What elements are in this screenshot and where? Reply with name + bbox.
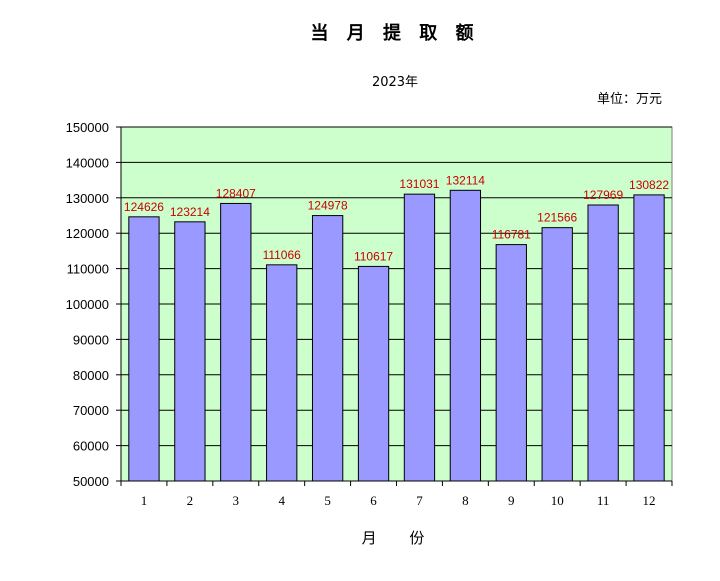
y-tick-label: 90000: [73, 332, 109, 347]
data-label: 130822: [629, 178, 669, 192]
x-tick-label: 3: [233, 493, 240, 508]
bar-month-11: [587, 204, 619, 482]
x-tick-label: 2: [187, 493, 194, 508]
y-axis: 50000 60000 70000 80000 90000 100000 110000 120…: [66, 120, 672, 489]
bar-month-2: [174, 221, 206, 482]
x-tick-label: 1: [141, 493, 148, 508]
x-tick-label: 5: [324, 493, 331, 508]
data-label: 127969: [583, 188, 623, 202]
gridlines: [121, 126, 672, 447]
data-label: 131031: [399, 177, 439, 191]
y-tick-label: 140000: [66, 155, 109, 170]
x-tick-label: 10: [551, 493, 564, 508]
bar-month-6: [357, 265, 390, 482]
x-axis-label: 月 份: [362, 529, 439, 547]
unit-label: 单位：万元: [597, 92, 662, 107]
x-tick-label: 12: [643, 493, 656, 508]
bar-month-5: [311, 215, 344, 482]
bar-month-3: [220, 202, 252, 482]
x-axis: 1 2 3 4 5 6 7 8 9 10 11 12: [120, 481, 673, 508]
y-tick-label: 100000: [66, 297, 109, 312]
x-tick-label: 9: [508, 493, 515, 508]
data-label: 124978: [308, 199, 348, 213]
y-tick-label: 50000: [73, 474, 109, 489]
y-tick-label: 80000: [73, 368, 109, 383]
bar-month-9: [495, 244, 527, 482]
bar-month-1: [128, 216, 160, 482]
bar-month-8: [449, 189, 482, 482]
data-label: 121566: [537, 211, 577, 225]
bar-month-7: [403, 193, 436, 482]
data-label: 110617: [354, 249, 393, 263]
bar-month-10: [541, 227, 573, 482]
y-tick-label: 130000: [66, 191, 109, 206]
x-tick-label: 7: [416, 493, 423, 508]
chart-title: 当 月 提 取 额: [310, 22, 479, 44]
data-label: 128407: [216, 186, 256, 200]
x-tick-label: 6: [370, 493, 377, 508]
data-label: 124626: [124, 200, 164, 214]
data-label: 123214: [170, 205, 210, 219]
chart-subtitle: 2023年: [372, 75, 418, 90]
y-tick-label: 120000: [66, 226, 109, 241]
bar-month-4: [266, 264, 298, 482]
y-tick-label: 60000: [73, 439, 109, 454]
x-tick-label: 4: [278, 493, 285, 508]
bar-month-12: [633, 194, 665, 482]
y-tick-label: 150000: [66, 120, 109, 135]
data-label: 116781: [492, 228, 531, 242]
data-label: 111066: [263, 248, 302, 262]
y-tick-label: 110000: [67, 262, 109, 277]
x-tick-label: 11: [597, 493, 610, 508]
y-tick-label: 70000: [73, 403, 109, 418]
data-label: 132114: [446, 173, 485, 187]
data-labels: 124626 123214 128407 111066 124978 110617 1310…: [124, 173, 669, 263]
x-tick-label: 8: [462, 493, 469, 508]
